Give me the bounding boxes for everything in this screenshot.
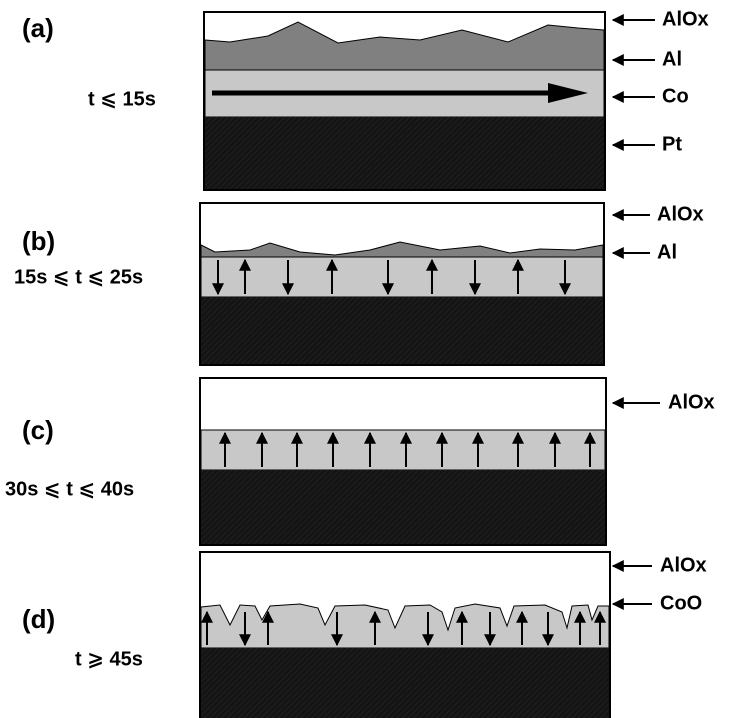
pt-layer xyxy=(205,117,604,189)
pt-layer xyxy=(201,648,609,718)
panel-d: (d) t ⩾ 45s AlOx CoO xyxy=(22,551,707,718)
panel-label: (c) xyxy=(22,415,54,445)
panel-b: (b) 15s ⩽ t ⩽ 25s AlOx Al xyxy=(14,202,704,366)
panel-label: (a) xyxy=(22,13,54,43)
al-layer xyxy=(200,241,604,258)
time-label: 30s ⩽ t ⩽ 40s xyxy=(5,478,134,500)
co-layer xyxy=(200,256,604,298)
layer-label: AlOx xyxy=(657,203,704,225)
layer-label: AlOx xyxy=(662,8,709,30)
pt-layer xyxy=(201,470,605,544)
layer-label: Co xyxy=(662,85,689,107)
layer-label: AlOx xyxy=(668,391,715,413)
al-layer xyxy=(204,21,605,71)
time-label: t ⩾ 45s xyxy=(75,648,143,670)
panel-c: (c) 30s ⩽ t ⩽ 40s AlOx xyxy=(5,377,715,546)
panel-a: (a) t ⩽ 15s AlOx Al Co Pt xyxy=(22,8,709,191)
layer-label: AlOx xyxy=(660,554,707,576)
panel-label: (d) xyxy=(22,604,55,634)
panel-label: (b) xyxy=(22,226,55,256)
layer-label: CoO xyxy=(660,592,702,614)
pt-layer xyxy=(201,297,603,364)
layer-label: Pt xyxy=(662,133,682,155)
time-label: 15s ⩽ t ⩽ 25s xyxy=(14,266,143,288)
layer-label: Al xyxy=(657,241,677,263)
arrow-head xyxy=(548,83,588,103)
time-label: t ⩽ 15s xyxy=(88,88,156,110)
layer-label: Al xyxy=(662,48,682,70)
